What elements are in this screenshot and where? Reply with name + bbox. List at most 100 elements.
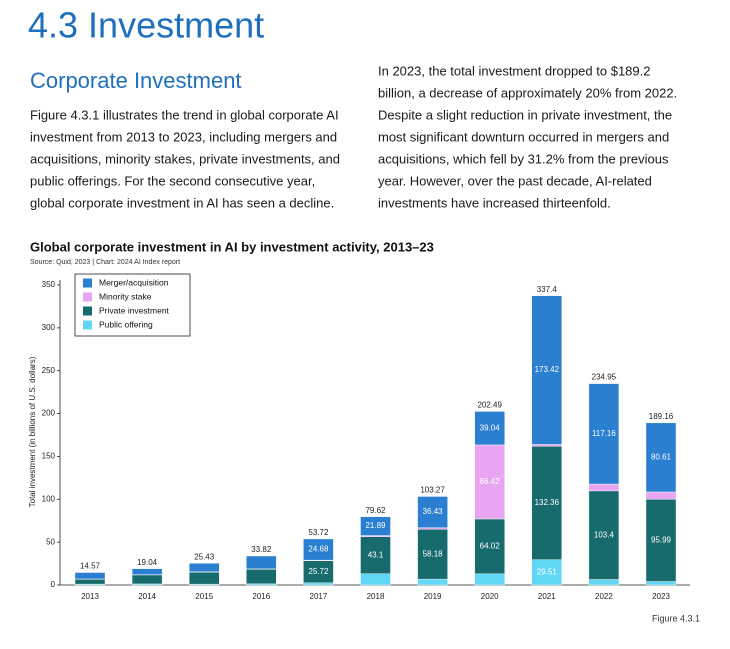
bar-segment: [188, 571, 220, 585]
x-tick-label: 2017: [310, 592, 328, 601]
bar-segment: [474, 573, 505, 586]
segment-label: 25.72: [308, 567, 329, 576]
legend-box: [74, 273, 191, 337]
bar-segment: [188, 563, 220, 572]
legend-label: Public offering: [99, 319, 153, 329]
total-label: 189.16: [649, 412, 674, 421]
bar-segment: [74, 572, 106, 580]
chart-title: Global corporate investment in AI by inv…: [30, 239, 434, 254]
total-label: 103.27: [420, 486, 445, 495]
segment-label: 173.42: [535, 365, 560, 374]
bar-segment: [131, 574, 163, 585]
paragraph-line: In 2023, the total investment dropped to…: [378, 63, 650, 78]
total-label: 337.4: [537, 285, 558, 294]
x-tick-label: 2014: [138, 592, 156, 601]
bar-segment: [417, 527, 448, 530]
x-tick-label: 2022: [595, 592, 613, 601]
x-tick-label: 2020: [481, 592, 499, 601]
x-tick-label: 2018: [367, 592, 385, 601]
total-label: 14.57: [80, 562, 101, 571]
x-tick-label: 2015: [195, 592, 213, 601]
segment-label: 36.43: [423, 507, 444, 516]
bar-segment: [588, 383, 620, 485]
total-label: 19.04: [137, 558, 158, 567]
paragraph-line: Figure 4.3.1 illustrates the trend in gl…: [30, 107, 339, 122]
y-tick-label: 150: [42, 452, 56, 461]
y-tick-label: 250: [42, 366, 56, 375]
x-tick-label: 2013: [81, 592, 99, 601]
bar-segment: [645, 491, 677, 500]
paragraph-line: global corporate investment in AI has se…: [30, 195, 334, 210]
paragraph-line: acquisitions, which fell by 31.2% from t…: [378, 151, 669, 166]
legend-label: Merger/acquisition: [99, 277, 169, 287]
bar-segment: [417, 529, 448, 580]
bar-segment: [588, 490, 620, 580]
segment-label: 132.36: [535, 498, 560, 507]
x-tick-label: 2019: [424, 592, 442, 601]
legend-swatch: [83, 306, 92, 316]
segment-label: 117.16: [592, 429, 616, 438]
paragraph-line: year. However, over the past decade, AI-…: [378, 173, 652, 188]
paragraph-line: public offerings. For the second consecu…: [30, 173, 315, 188]
segment-label: 39.04: [480, 423, 501, 432]
bar-segment: [303, 582, 334, 586]
page-title: 4.3 Investment: [28, 5, 264, 46]
y-tick-label: 100: [42, 494, 56, 503]
segment-label: 86.42: [480, 477, 501, 486]
total-label: 234.95: [592, 373, 617, 382]
segment-label: 21.89: [365, 521, 386, 530]
paragraph-line: investments have increased thirteenfold.: [378, 195, 611, 210]
bar-segment: [417, 578, 448, 586]
segment-label: 64.02: [480, 542, 501, 551]
bar-segment: [531, 295, 562, 445]
bar-segment: [360, 516, 391, 536]
bar-segment: [588, 483, 620, 492]
segment-label: 58.18: [423, 549, 444, 558]
bar-segment: [531, 444, 562, 447]
segment-label: 80.61: [651, 453, 672, 462]
y-tick-label: 200: [42, 409, 56, 418]
bar-segment: [645, 499, 677, 582]
y-tick-label: 300: [42, 323, 56, 332]
y-tick-label: 0: [51, 580, 56, 589]
bar-segment: [474, 518, 505, 575]
paragraph-line: investment from 2013 to 2023, including …: [30, 129, 337, 144]
y-tick-label: 50: [46, 537, 55, 546]
total-label: 25.43: [194, 552, 215, 561]
paragraph-line: acquisitions, minority stakes, private i…: [30, 151, 340, 166]
bar-segment: [131, 568, 163, 575]
bar-segment: [360, 536, 391, 574]
segment-label: 95.99: [651, 535, 672, 544]
bar-segment: [417, 496, 448, 528]
total-label: 33.82: [251, 545, 272, 554]
x-tick-label: 2016: [252, 592, 270, 601]
chart-source: Source: Quid, 2023 | Chart: 2024 AI Inde…: [30, 259, 180, 266]
figure-label: Figure 4.3.1: [652, 613, 700, 623]
total-label: 202.49: [477, 401, 502, 410]
y-tick-label: 350: [42, 280, 56, 289]
x-tick-label: 2023: [652, 592, 670, 601]
y-axis-label: Total investment (in billions of U.S. do…: [28, 356, 37, 507]
bar-segment: [246, 555, 277, 570]
paragraph-line: billion, a decrease of approximately 20%…: [378, 85, 677, 100]
segment-label: 43.1: [368, 550, 384, 559]
legend-swatch: [83, 278, 92, 288]
paragraph-line: Despite a slight reduction in private in…: [378, 107, 672, 122]
x-tick-label: 2021: [538, 592, 556, 601]
total-label: 79.62: [365, 506, 386, 515]
bar-segment: [474, 411, 505, 446]
legend-swatch: [83, 320, 92, 330]
bar-segment: [303, 538, 334, 561]
bar-segment: [531, 446, 562, 560]
bar-segment: [74, 578, 106, 585]
bar-segment: [246, 569, 277, 585]
bar-segment: [588, 579, 620, 586]
bar-segment: [360, 573, 391, 586]
bar-segment: [531, 559, 562, 586]
segment-label: 24.68: [308, 545, 329, 554]
section-title: Corporate Investment: [30, 68, 242, 93]
total-label: 53.72: [308, 528, 329, 537]
paragraph-line: most significant downturn occurred in me…: [378, 129, 669, 144]
bar-segment: [645, 581, 677, 586]
